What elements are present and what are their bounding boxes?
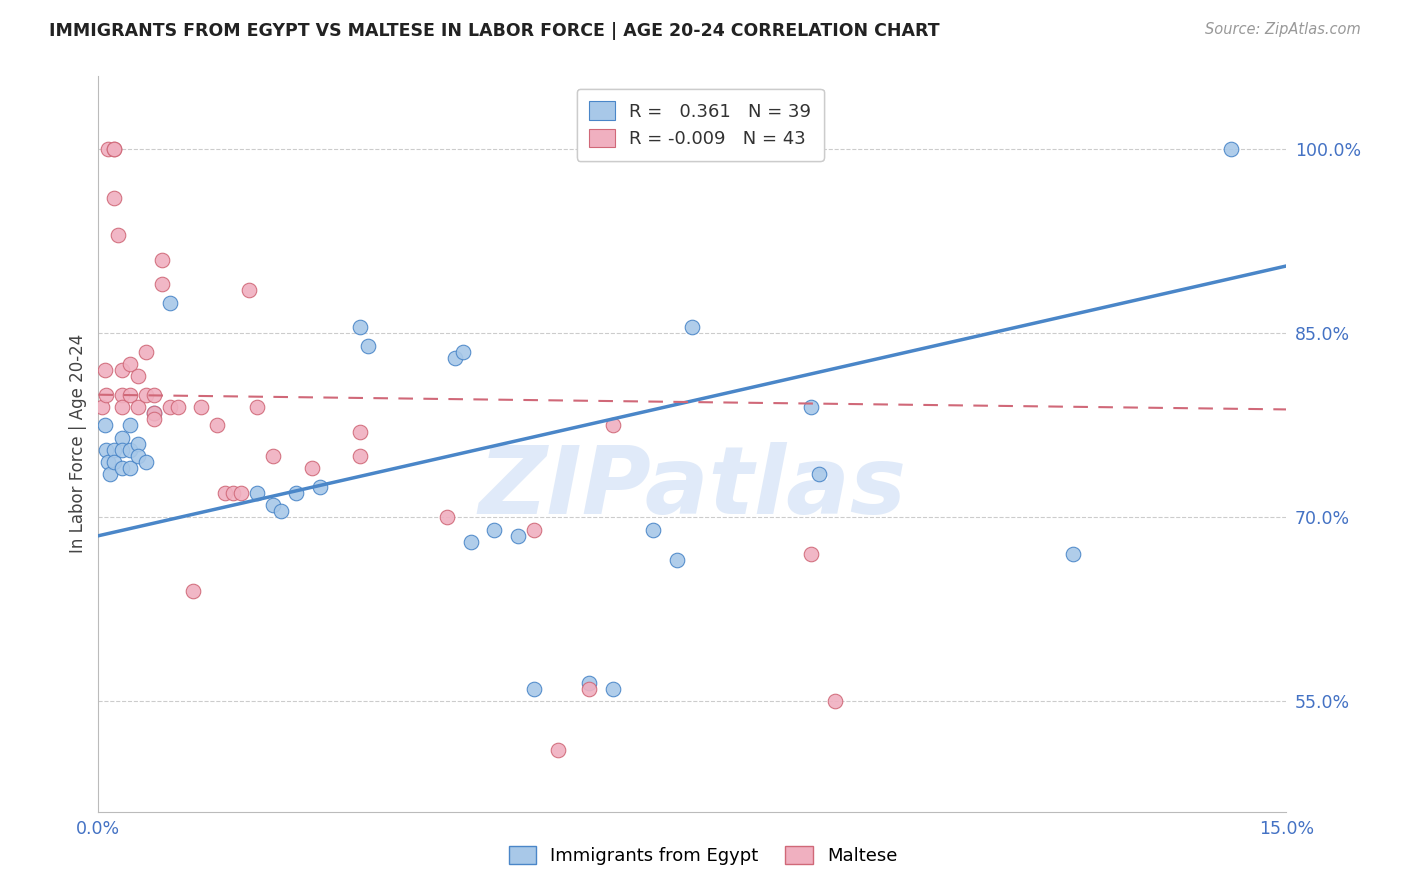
Point bbox=[602, 682, 624, 697]
Point bbox=[103, 143, 125, 157]
Point bbox=[1062, 547, 1084, 561]
Point bbox=[166, 400, 188, 414]
Point bbox=[270, 504, 292, 518]
Point bbox=[94, 418, 117, 433]
Point bbox=[97, 143, 120, 157]
Point bbox=[97, 455, 120, 469]
Point bbox=[120, 418, 142, 433]
Point bbox=[111, 363, 134, 377]
Point bbox=[190, 400, 212, 414]
Point bbox=[523, 682, 546, 697]
Point bbox=[205, 418, 228, 433]
Point bbox=[103, 455, 125, 469]
Point bbox=[94, 363, 117, 377]
Point bbox=[120, 442, 142, 457]
Legend: Immigrants from Egypt, Maltese: Immigrants from Egypt, Maltese bbox=[502, 838, 904, 872]
Point bbox=[523, 523, 546, 537]
Point bbox=[142, 387, 165, 401]
Point bbox=[229, 486, 252, 500]
Point bbox=[665, 553, 688, 567]
Point bbox=[641, 523, 664, 537]
Point bbox=[159, 295, 181, 310]
Point bbox=[127, 400, 149, 414]
Point bbox=[120, 387, 142, 401]
Point bbox=[142, 406, 165, 420]
Point bbox=[444, 351, 467, 365]
Point bbox=[159, 400, 181, 414]
Point bbox=[309, 480, 332, 494]
Text: ZIPatlas: ZIPatlas bbox=[478, 442, 907, 534]
Point bbox=[484, 523, 506, 537]
Point bbox=[301, 461, 323, 475]
Point bbox=[142, 412, 165, 426]
Point bbox=[214, 486, 236, 500]
Point bbox=[578, 682, 600, 697]
Point bbox=[578, 676, 600, 690]
Point bbox=[800, 547, 823, 561]
Text: IMMIGRANTS FROM EGYPT VS MALTESE IN LABOR FORCE | AGE 20-24 CORRELATION CHART: IMMIGRANTS FROM EGYPT VS MALTESE IN LABO… bbox=[49, 22, 939, 40]
Point bbox=[451, 344, 474, 359]
Point bbox=[460, 534, 482, 549]
Point bbox=[111, 461, 134, 475]
Point bbox=[111, 442, 134, 457]
Point bbox=[135, 455, 157, 469]
Point bbox=[111, 431, 134, 445]
Point bbox=[824, 694, 846, 708]
Point bbox=[127, 437, 149, 451]
Point bbox=[120, 461, 142, 475]
Point bbox=[111, 400, 134, 414]
Text: Source: ZipAtlas.com: Source: ZipAtlas.com bbox=[1205, 22, 1361, 37]
Point bbox=[127, 449, 149, 463]
Point bbox=[602, 418, 624, 433]
Point bbox=[800, 400, 823, 414]
Y-axis label: In Labor Force | Age 20-24: In Labor Force | Age 20-24 bbox=[69, 334, 87, 553]
Point bbox=[135, 344, 157, 359]
Point bbox=[98, 467, 121, 482]
Point bbox=[262, 498, 284, 512]
Point bbox=[183, 584, 205, 599]
Point bbox=[103, 442, 125, 457]
Point bbox=[96, 442, 118, 457]
Point bbox=[150, 252, 173, 267]
Point bbox=[103, 192, 125, 206]
Point bbox=[436, 510, 458, 524]
Point bbox=[135, 387, 157, 401]
Legend: R =   0.361   N = 39, R = -0.009   N = 43: R = 0.361 N = 39, R = -0.009 N = 43 bbox=[576, 88, 824, 161]
Point bbox=[349, 449, 371, 463]
Point bbox=[246, 486, 269, 500]
Point bbox=[262, 449, 284, 463]
Point bbox=[150, 277, 173, 292]
Point bbox=[111, 387, 134, 401]
Point bbox=[285, 486, 308, 500]
Point bbox=[357, 339, 380, 353]
Point bbox=[349, 425, 371, 439]
Point bbox=[127, 369, 149, 384]
Point bbox=[142, 406, 165, 420]
Point bbox=[107, 228, 129, 243]
Point bbox=[120, 357, 142, 371]
Point bbox=[808, 467, 831, 482]
Point bbox=[508, 529, 530, 543]
Point bbox=[238, 284, 260, 298]
Point bbox=[222, 486, 245, 500]
Point bbox=[103, 143, 125, 157]
Point bbox=[547, 743, 569, 757]
Point bbox=[681, 320, 703, 334]
Point bbox=[91, 400, 114, 414]
Point bbox=[349, 320, 371, 334]
Point bbox=[246, 400, 269, 414]
Point bbox=[1220, 143, 1243, 157]
Point bbox=[96, 387, 118, 401]
